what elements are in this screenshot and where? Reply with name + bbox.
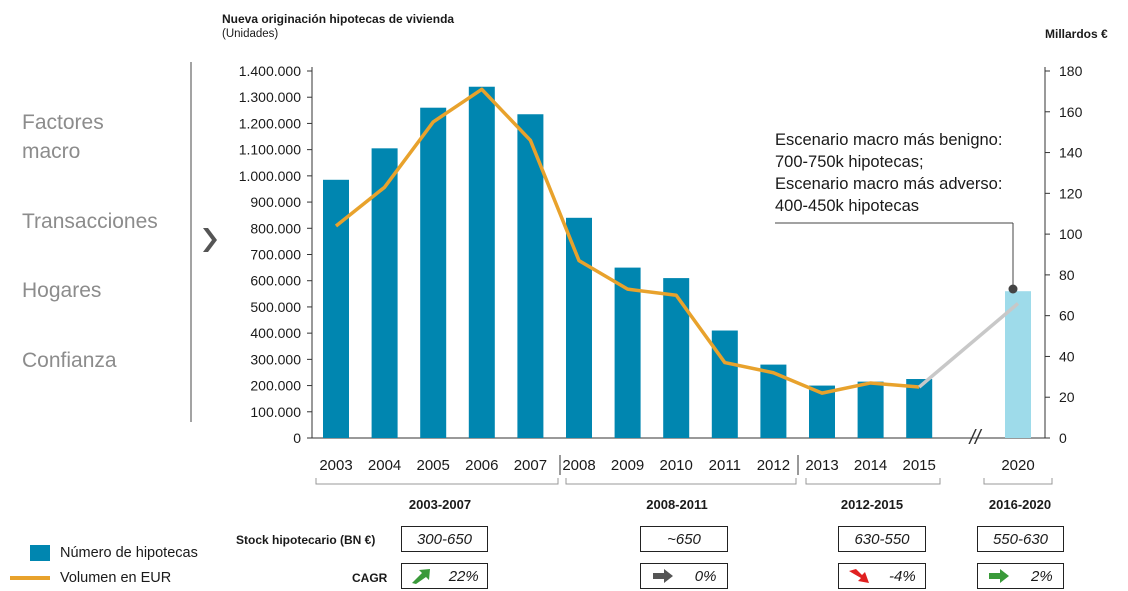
cagr-value: 22% (448, 567, 479, 585)
bar (857, 381, 884, 438)
x-tick-label: 2013 (805, 457, 838, 474)
scenario-annotation: Escenario macro más benigno: 700-750k hi… (775, 131, 1003, 215)
cagr-box: 0% (640, 563, 728, 589)
y-tick-label: 1.200.000 (239, 115, 301, 131)
period-bracket (983, 478, 1053, 485)
arrow-right-icon (652, 569, 673, 583)
bar (323, 179, 349, 438)
cagr-value: 2% (1030, 567, 1053, 585)
stock-value-box: 630-550 (838, 526, 926, 552)
axis-break: // (967, 427, 983, 449)
bar (371, 148, 398, 438)
legend-line: Volumen en EUR (10, 570, 171, 586)
y-tick-label: 900.000 (250, 194, 301, 210)
y2-tick-label: 120 (1059, 185, 1083, 201)
bar (566, 217, 592, 438)
factor-transacciones: Transacciones (22, 210, 158, 233)
x-tick-label: 2009 (611, 457, 644, 474)
chart-subtitle: (Unidades) (222, 28, 279, 40)
y2-tick-label: 100 (1059, 226, 1083, 242)
period-bracket (565, 478, 797, 485)
y2-tick-label: 40 (1059, 348, 1075, 364)
x-tick-label: 2020 (1001, 457, 1034, 474)
legend-line-label: Volumen en EUR (60, 570, 172, 586)
y2-tick-label: 0 (1059, 430, 1067, 446)
legend-bars-label: Número de hipotecas (60, 545, 198, 561)
y-tick-label: 1.300.000 (239, 89, 301, 105)
legend-bars: Número de hipotecas (30, 545, 198, 561)
period-label: 2008-2011 (646, 497, 708, 512)
bar (468, 86, 495, 438)
volume-line-forecast (918, 302, 1020, 389)
y2-tick-label: 20 (1059, 389, 1075, 405)
x-tick-label: 2014 (854, 457, 887, 474)
bar (906, 379, 933, 438)
y2-tick-label: 140 (1059, 145, 1083, 161)
y-tick-label: 200.000 (250, 378, 301, 394)
stock-value-box: ~650 (640, 526, 728, 552)
period-label: 2016-2020 (988, 497, 1052, 512)
y-tick-label: 600.000 (250, 273, 301, 289)
y-tick-label: 700.000 (250, 247, 301, 263)
x-tick-label: 2012 (757, 457, 790, 474)
right-axis-title: Millardos € (1045, 27, 1108, 41)
y-tick-label: 300.000 (250, 351, 301, 367)
x-tick-label: 2015 (903, 457, 936, 474)
legend-bar-swatch (30, 545, 50, 561)
x-tick-label: 2004 (368, 457, 401, 474)
y-tick-label: 100.000 (250, 404, 301, 420)
x-tick-label: 2006 (465, 457, 498, 474)
bar (711, 330, 738, 438)
x-tick-label: 2008 (562, 457, 595, 474)
cagr-value: -4% (888, 567, 916, 585)
y2-tick-label: 180 (1059, 63, 1083, 79)
y-tick-label: 1.400.000 (239, 63, 301, 79)
volume-line (334, 87, 920, 395)
cagr-value: 0% (694, 567, 717, 585)
y-tick-label: 500.000 (250, 299, 301, 315)
bar (663, 278, 690, 438)
annotation-dot (1008, 284, 1018, 294)
bar (420, 107, 447, 438)
arrow-up-right-icon (412, 569, 431, 584)
stock-row-label: Stock hipotecario (BN €) (236, 533, 376, 547)
x-tick-label: 2011 (709, 457, 741, 474)
legend-line-swatch (10, 576, 50, 580)
factor-confianza: Confianza (22, 349, 117, 372)
y2-tick-label: 60 (1059, 308, 1075, 324)
arrow-down-right-icon (849, 569, 870, 583)
period-bracket (805, 478, 941, 485)
y-tick-label: 400.000 (250, 325, 301, 341)
chart-title: Nueva originación hipotecas de vivienda (222, 12, 455, 26)
x-tick-label: 2003 (319, 457, 352, 474)
x-tick-label: 2007 (514, 457, 547, 474)
factor-hogares: Hogares (22, 279, 102, 302)
stock-value-box: 300-650 (401, 526, 488, 552)
bar-forecast (1005, 291, 1031, 438)
arrow-right-icon (989, 569, 1010, 583)
y-tick-label: 1.000.000 (239, 168, 301, 184)
bar (517, 114, 544, 438)
x-tick-label: 2005 (417, 457, 450, 474)
cagr-box: -4% (838, 563, 926, 589)
cagr-box: 2% (977, 563, 1064, 589)
y2-tick-label: 160 (1059, 104, 1083, 120)
period-bracket (315, 478, 559, 485)
period-label: 2012-2015 (840, 497, 904, 512)
y-tick-label: 800.000 (250, 220, 301, 236)
y-tick-label: 0 (293, 430, 301, 446)
chevron-right-icon (203, 228, 217, 252)
period-label: 2003-2007 (408, 497, 472, 512)
cagr-box: 22% (401, 563, 488, 589)
stock-value-box: 550-630 (977, 526, 1064, 552)
y-tick-label: 1.100.000 (239, 142, 301, 158)
x-tick-label: 2010 (660, 457, 693, 474)
y2-tick-label: 80 (1059, 267, 1075, 283)
bar (614, 267, 641, 438)
cagr-row-label: CAGR (352, 571, 388, 585)
factor-macro: Factores macro (22, 111, 104, 163)
